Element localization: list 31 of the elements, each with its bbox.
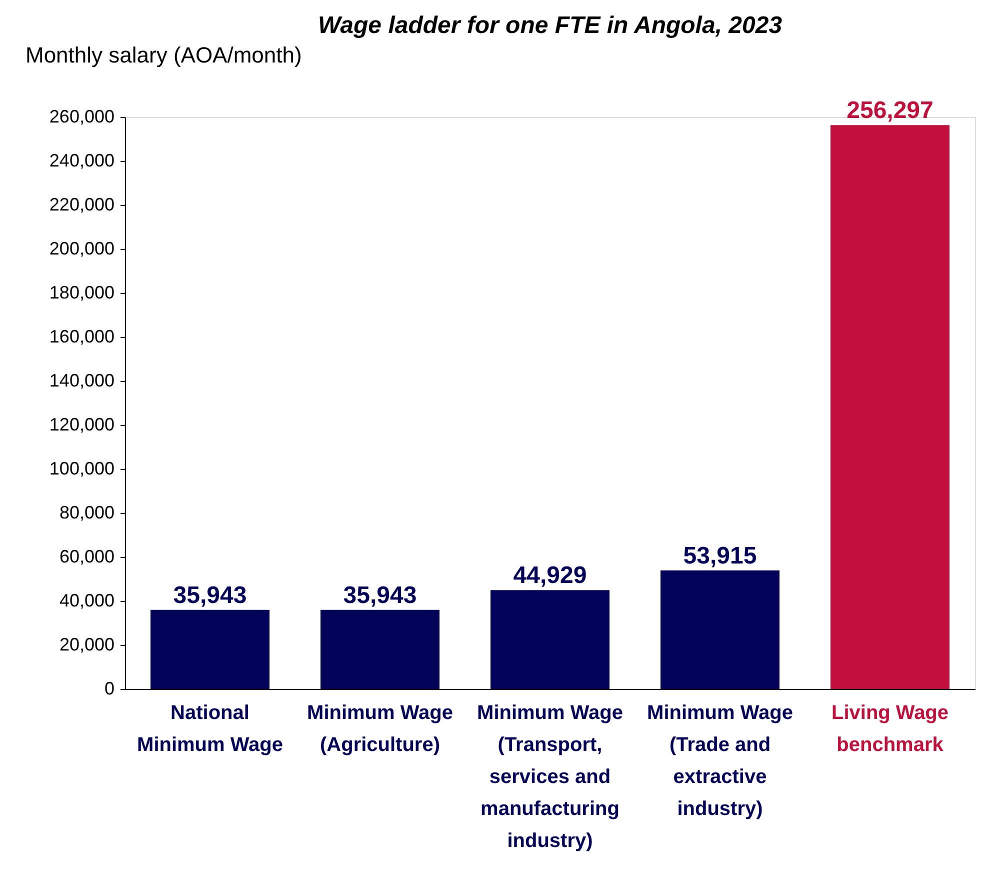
y-tick-label: 100,000	[49, 458, 114, 478]
bar	[660, 570, 780, 689]
data-label: 53,915	[683, 542, 757, 570]
bar	[830, 125, 950, 689]
bar	[150, 610, 270, 689]
chart-title: Wage ladder for one FTE in Angola, 2023	[318, 12, 783, 39]
x-tick-label: National Minimum Wage	[137, 702, 283, 756]
bar	[320, 610, 440, 689]
x-tick-label: Minimum Wage (Trade and extractive industry)	[647, 702, 793, 820]
y-tick-label: 200,000	[49, 238, 114, 258]
y-tick-label: 140,000	[49, 370, 114, 390]
y-tick-label: 220,000	[49, 194, 114, 214]
data-label: 35,943	[343, 582, 417, 609]
y-tick-label: 40,000	[59, 590, 114, 610]
data-label: 35,943	[173, 582, 247, 609]
y-tick-label: 260,000	[49, 106, 114, 126]
x-tick-label: Minimum Wage (Agriculture)	[307, 702, 453, 756]
y-axis-title: Monthly salary (AOA/month)	[26, 42, 302, 68]
y-tick-label: 120,000	[49, 414, 114, 434]
y-tick-label: 180,000	[49, 282, 114, 302]
y-tick-label: 0	[104, 678, 114, 698]
x-tick-label: Living Wage benchmark	[831, 702, 949, 756]
data-label: 44,929	[513, 562, 587, 590]
y-tick-label: 60,000	[59, 546, 114, 566]
bar	[490, 590, 610, 689]
y-tick-label: 80,000	[59, 502, 114, 522]
x-tick-label: Minimum Wage (Transport, services and manufacturing industry)	[477, 702, 623, 852]
data-label: 256,297	[846, 97, 934, 124]
y-tick-label: 160,000	[49, 326, 114, 346]
y-tick-label: 240,000	[49, 150, 114, 170]
y-tick-label: 20,000	[59, 634, 114, 654]
